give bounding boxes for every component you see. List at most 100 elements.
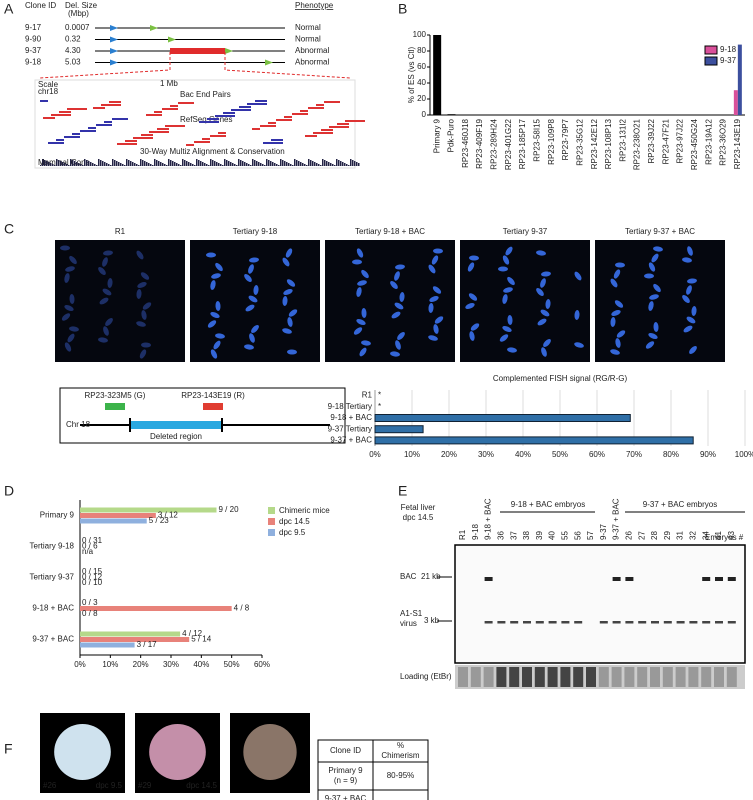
chromosome	[390, 280, 398, 290]
clone-id: 9-37	[25, 46, 42, 55]
x-tick-label: 30%	[163, 660, 179, 669]
cons	[84, 159, 86, 166]
feature	[112, 118, 128, 120]
cons	[246, 163, 248, 166]
chrom-label: Chr 18	[66, 420, 91, 429]
cons	[168, 159, 170, 166]
legend-swatch	[268, 507, 275, 514]
chromosome	[574, 342, 584, 348]
chromosome	[428, 303, 434, 313]
lane-label: 29	[663, 531, 672, 540]
x-tick-label: Primary 9	[432, 118, 441, 153]
chromosome	[502, 325, 512, 333]
chromosome	[64, 304, 74, 312]
cons	[164, 164, 166, 166]
cons	[196, 159, 198, 166]
cons	[44, 160, 46, 166]
cons	[94, 164, 96, 166]
chromosome	[615, 262, 625, 268]
cons	[300, 162, 302, 166]
chromosome	[682, 257, 692, 263]
cons	[166, 165, 168, 166]
chromosome	[215, 262, 223, 272]
x-tick-label: RP23-109P8	[547, 118, 556, 164]
loading-lane	[726, 667, 737, 687]
chromosome	[428, 335, 438, 341]
count-label: 4 / 8	[234, 604, 250, 613]
x-tick-label: 100%	[735, 450, 753, 459]
chromosome	[207, 320, 217, 328]
feature	[67, 108, 87, 110]
feature	[40, 100, 48, 102]
cons	[328, 162, 330, 166]
feature	[125, 140, 137, 142]
cons	[338, 160, 340, 166]
lane-label: 9-37 + BAC	[612, 498, 621, 540]
chromosome	[356, 287, 362, 297]
image-label: R1	[115, 227, 126, 236]
cons	[50, 163, 52, 166]
x-tick-label: RP23-409F19	[475, 118, 484, 168]
cons	[278, 165, 280, 166]
chromosome	[429, 295, 439, 303]
cons	[114, 160, 116, 166]
band	[484, 621, 493, 624]
header: Clone ID	[25, 1, 56, 10]
chromosome	[99, 297, 109, 305]
cons	[64, 163, 66, 166]
loxp	[265, 59, 273, 66]
cons	[158, 161, 160, 166]
loading-label: Loading (EtBr)	[400, 672, 452, 681]
x-tick-label: 40%	[515, 450, 531, 459]
x-tick-label: Pdk-Puro	[447, 118, 456, 152]
cons	[240, 160, 242, 166]
chromosome	[431, 255, 439, 265]
cons	[142, 160, 144, 166]
y-axis-label: % of ES (vs Ctl)	[407, 46, 416, 103]
chromosome	[287, 317, 293, 327]
count-label: 0 / 6	[82, 542, 98, 551]
chromosome	[687, 278, 697, 284]
x-tick-label: 0%	[74, 660, 86, 669]
cons	[292, 165, 294, 166]
cons	[140, 159, 142, 166]
table-text: 9-37 + BAC	[325, 794, 367, 800]
cons	[284, 161, 286, 166]
lane-label: 37	[509, 531, 518, 540]
cons	[46, 161, 48, 166]
cons	[160, 162, 162, 166]
cons	[270, 161, 272, 166]
feature	[48, 142, 64, 144]
cons	[258, 162, 260, 166]
chromosome	[60, 245, 70, 251]
cons	[118, 162, 120, 166]
loxp	[110, 59, 118, 66]
lane-label: 34	[701, 531, 710, 540]
band	[651, 621, 659, 624]
x-tick-label: RP23-131I2	[618, 118, 627, 161]
chromosome	[251, 325, 259, 333]
probe-label: RP23-323M5 (G)	[85, 391, 146, 400]
chromosome	[653, 246, 663, 252]
cons	[156, 160, 158, 166]
y-tick-label: 80	[417, 46, 426, 55]
y-tick-label: Tertiary 9-18	[30, 542, 75, 551]
chromosome	[282, 296, 288, 306]
cons	[220, 164, 222, 166]
chromosome	[67, 333, 75, 343]
cons	[82, 165, 84, 166]
panel-letter: A	[4, 1, 14, 17]
cons	[52, 164, 54, 166]
cons	[226, 160, 228, 166]
chromosome	[210, 349, 218, 359]
cons	[264, 165, 266, 166]
specimen	[149, 724, 206, 780]
loading-lane	[458, 667, 468, 687]
chromosome	[503, 287, 513, 293]
y-tick-label: 9-18 Tertiary	[328, 402, 372, 411]
track-label: 30-Way Multiz Alignment & Conservation	[140, 147, 285, 156]
image-label: Tertiary 9-18	[233, 227, 278, 236]
lane-label: 55	[561, 531, 570, 540]
cons	[214, 161, 216, 166]
del-size: 0.32	[65, 35, 81, 44]
